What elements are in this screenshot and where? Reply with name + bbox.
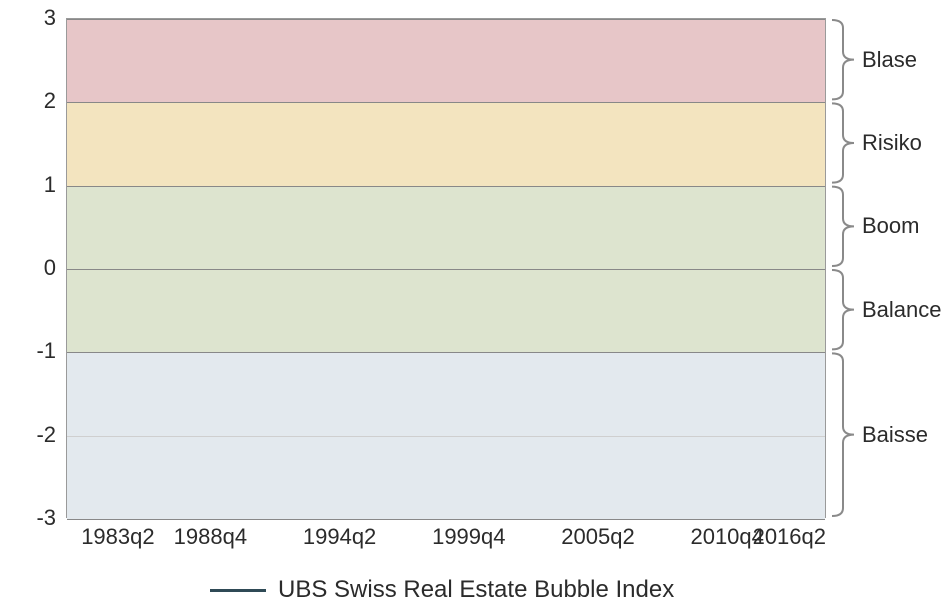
brace-risiko bbox=[832, 103, 854, 182]
y-tick: 2 bbox=[44, 88, 66, 114]
x-tick: 1983q2 bbox=[81, 518, 154, 550]
legend-label: UBS Swiss Real Estate Bubble Index bbox=[278, 576, 674, 604]
x-tick: 1994q2 bbox=[303, 518, 376, 550]
band-label-balance: Balance bbox=[862, 297, 942, 323]
brace-balance bbox=[832, 270, 854, 349]
x-tick: 2016q2 bbox=[753, 518, 826, 550]
y-tick: 0 bbox=[44, 255, 66, 281]
x-tick: 1988q4 bbox=[174, 518, 247, 550]
legend-swatch bbox=[210, 589, 266, 592]
y-tick: 1 bbox=[44, 172, 66, 198]
band-label-blase: Blase bbox=[862, 47, 917, 73]
brace-boom bbox=[832, 187, 854, 266]
y-tick: -1 bbox=[36, 338, 66, 364]
x-tick: 2005q2 bbox=[561, 518, 634, 550]
bubble-index-chart: -3-2-10123 1983q21988q41994q21999q42005q… bbox=[0, 0, 950, 612]
band-label-baisse: Baisse bbox=[862, 422, 928, 448]
legend: UBS Swiss Real Estate Bubble Index bbox=[210, 576, 674, 604]
brace-baisse bbox=[832, 353, 854, 516]
brace-blase bbox=[832, 20, 854, 99]
x-tick: 1999q4 bbox=[432, 518, 505, 550]
y-tick: -2 bbox=[36, 422, 66, 448]
y-tick: 3 bbox=[44, 5, 66, 31]
band-braces bbox=[832, 18, 854, 518]
x-axis-ticks: 1983q21988q41994q21999q42005q22010q42016… bbox=[66, 18, 826, 518]
band-label-boom: Boom bbox=[862, 213, 919, 239]
band-label-risiko: Risiko bbox=[862, 130, 922, 156]
brace-svg bbox=[832, 18, 854, 518]
y-tick: -3 bbox=[36, 505, 66, 531]
